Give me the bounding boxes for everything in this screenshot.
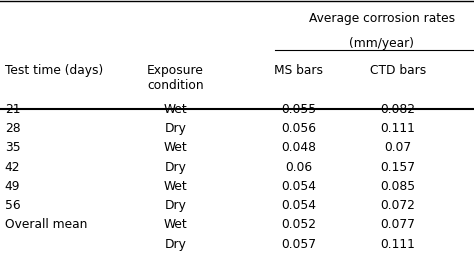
- Text: Dry: Dry: [164, 122, 186, 135]
- Text: 0.111: 0.111: [381, 238, 416, 251]
- Text: 0.111: 0.111: [381, 122, 416, 135]
- Text: Average corrosion rates: Average corrosion rates: [309, 12, 455, 25]
- Text: Dry: Dry: [164, 161, 186, 174]
- Text: Dry: Dry: [164, 199, 186, 212]
- Text: Wet: Wet: [164, 141, 187, 154]
- Text: MS bars: MS bars: [274, 64, 323, 77]
- Text: 42: 42: [5, 161, 20, 174]
- Text: 0.157: 0.157: [381, 161, 416, 174]
- Text: 0.056: 0.056: [281, 122, 316, 135]
- Text: 0.077: 0.077: [381, 218, 416, 232]
- Text: 0.054: 0.054: [281, 199, 316, 212]
- Text: 0.085: 0.085: [381, 180, 416, 193]
- Text: 56: 56: [5, 199, 20, 212]
- Text: 0.052: 0.052: [281, 218, 316, 232]
- Text: Wet: Wet: [164, 180, 187, 193]
- Text: 0.055: 0.055: [281, 103, 316, 116]
- Text: 0.057: 0.057: [281, 238, 316, 251]
- Text: 0.06: 0.06: [285, 161, 312, 174]
- Text: Exposure
condition: Exposure condition: [147, 64, 204, 92]
- Text: Dry: Dry: [164, 238, 186, 251]
- Text: 0.072: 0.072: [381, 199, 416, 212]
- Text: (mm/year): (mm/year): [349, 37, 414, 50]
- Text: Wet: Wet: [164, 218, 187, 232]
- Text: 0.048: 0.048: [281, 141, 316, 154]
- Text: Overall mean: Overall mean: [5, 218, 87, 232]
- Text: 21: 21: [5, 103, 20, 116]
- Text: 28: 28: [5, 122, 20, 135]
- Text: 49: 49: [5, 180, 20, 193]
- Text: 35: 35: [5, 141, 20, 154]
- Text: Test time (days): Test time (days): [5, 64, 103, 77]
- Text: CTD bars: CTD bars: [370, 64, 426, 77]
- Text: 0.082: 0.082: [381, 103, 416, 116]
- Text: 0.054: 0.054: [281, 180, 316, 193]
- Text: 0.07: 0.07: [384, 141, 412, 154]
- Text: Wet: Wet: [164, 103, 187, 116]
